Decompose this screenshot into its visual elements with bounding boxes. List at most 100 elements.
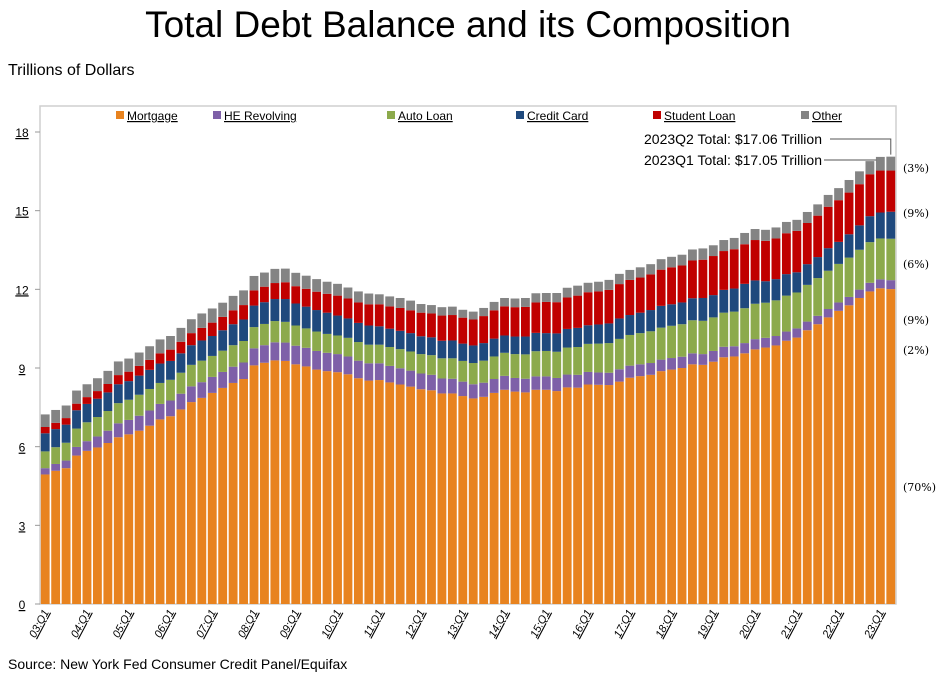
y-tick-label: 3 [19, 519, 26, 533]
legend-swatch [801, 111, 809, 119]
bar-segment-mortgage [61, 468, 71, 604]
bar-segment-student-loan [124, 371, 134, 382]
bar-segment-credit-card [72, 410, 81, 429]
share-label-mortgage: (70%) [903, 481, 936, 494]
bar-segment-mortgage [301, 366, 311, 604]
bar-segment-other [176, 327, 186, 342]
bar-segment-credit-card [166, 360, 175, 380]
bar-segment-other [468, 311, 478, 320]
bar-segment-credit-card [197, 340, 207, 361]
bar-segment-he-revolving [520, 378, 530, 393]
bar-segment-credit-card [823, 248, 833, 271]
bar-segment-student-loan [677, 265, 687, 303]
y-tick-label: 12 [15, 283, 29, 297]
bar-segment-he-revolving [823, 309, 833, 318]
bar-segment-mortgage [500, 389, 509, 604]
bar-segment-he-revolving [385, 365, 395, 383]
bar-segment-mortgage [625, 377, 635, 604]
bar-segment-student-loan [249, 290, 259, 306]
bar-segment-credit-card [270, 299, 280, 322]
bar-segment-student-loan [865, 174, 875, 217]
bar-segment-auto-loan [228, 345, 238, 367]
bar-segment-auto-loan [541, 350, 551, 377]
bar-segment-student-loan [207, 322, 217, 337]
bar-segment-student-loan [458, 317, 468, 344]
bar-segment-he-revolving [855, 289, 864, 298]
bar-segment-student-loan [855, 184, 864, 226]
bar-segment-mortgage [92, 447, 102, 604]
x-tick-label: 19:Q1 [695, 608, 720, 640]
bar-segment-auto-loan [134, 394, 144, 416]
bar-segment-he-revolving [531, 376, 541, 390]
bar-segment-credit-card [333, 315, 342, 336]
bar-segment-auto-loan [270, 321, 280, 343]
bar-segment-auto-loan [844, 257, 854, 297]
bar-segment-auto-loan [510, 354, 520, 378]
bar-segment-he-revolving [197, 382, 207, 398]
bar-segment-credit-card [312, 310, 322, 332]
bar-segment-auto-loan [312, 331, 322, 351]
bar-segment-he-revolving [155, 403, 165, 420]
legend-label: Mortgage [127, 109, 178, 123]
bar-segment-he-revolving [40, 468, 50, 475]
bar-segment-other [249, 275, 259, 291]
legend-swatch [213, 111, 221, 119]
bar-segment-student-loan [301, 288, 311, 307]
bar-segment-auto-loan [865, 242, 875, 283]
bar-segment-other [301, 275, 311, 289]
bar-segment-other [322, 281, 332, 294]
bar-segment-student-loan [510, 307, 520, 337]
bar-segment-other [646, 264, 656, 275]
bar-segment-he-revolving [562, 374, 572, 388]
bar-segment-he-revolving [333, 354, 342, 373]
bar-segment-auto-loan [416, 354, 426, 374]
bar-segment-he-revolving [270, 342, 280, 361]
bar-segment-mortgage [541, 389, 551, 604]
bar-segment-he-revolving [886, 280, 896, 290]
bar-segment-credit-card [729, 288, 739, 312]
bar-segment-mortgage [552, 391, 562, 604]
bar-segment-he-revolving [813, 315, 823, 325]
bar-segment-he-revolving [583, 371, 593, 385]
bar-segment-credit-card [614, 318, 624, 339]
bar-segment-student-loan [427, 313, 436, 338]
bar-segment-student-loan [353, 302, 363, 323]
bar-segment-credit-card [92, 398, 102, 418]
bar-segment-auto-loan [729, 311, 739, 347]
bar-segment-credit-card [761, 281, 770, 303]
bar-segment-mortgage [197, 397, 207, 604]
bar-segment-other [416, 304, 426, 313]
bar-segment-auto-loan [489, 356, 499, 380]
bar-segment-he-revolving [458, 381, 468, 397]
bar-segment-credit-card [698, 297, 708, 321]
bar-segment-credit-card [594, 324, 603, 344]
bar-segment-he-revolving [468, 384, 478, 399]
bar-segment-credit-card [489, 338, 499, 357]
bar-segment-he-revolving [239, 362, 248, 380]
bar-segment-auto-loan [239, 340, 248, 363]
bar-segment-mortgage [385, 382, 395, 604]
bar-segment-other [698, 248, 708, 260]
bar-segment-student-loan [260, 286, 269, 303]
bar-segment-auto-loan [437, 358, 447, 379]
bar-segment-credit-card [646, 310, 656, 332]
plot-frame [39, 105, 897, 605]
bar-segment-other [218, 302, 228, 317]
bar-segment-auto-loan [82, 422, 92, 442]
bar-segment-mortgage [364, 380, 374, 604]
bar-segment-he-revolving [500, 375, 509, 390]
x-tick-label: 18:Q1 [654, 608, 679, 640]
bar-segment-mortgage [270, 360, 280, 604]
bar-segment-auto-loan [145, 388, 155, 411]
bar-segment-auto-loan [124, 399, 134, 420]
bar-segment-he-revolving [677, 356, 687, 368]
bar-segment-other [374, 294, 384, 305]
bar-segment-mortgage [761, 347, 770, 604]
bar-segment-student-loan [374, 304, 384, 327]
share-label-credit-card: (6%) [903, 258, 929, 271]
bar-segment-he-revolving [207, 376, 217, 393]
bar-segment-mortgage [614, 381, 624, 604]
bar-segment-mortgage [239, 379, 248, 604]
bar-segment-student-loan [145, 359, 155, 370]
bar-segment-mortgage [729, 356, 739, 604]
